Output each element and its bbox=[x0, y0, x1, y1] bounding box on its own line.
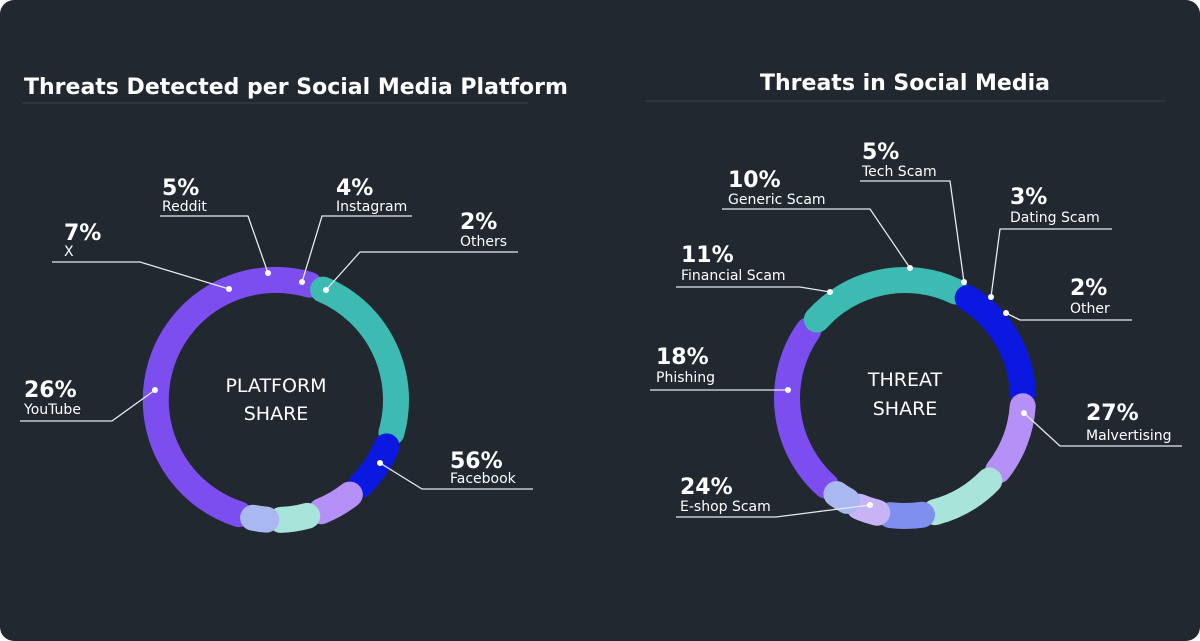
leader-tech-scam bbox=[860, 180, 965, 283]
category-label-eshop-scam: E-shop Scam bbox=[680, 499, 771, 515]
platform-chart: Threats Detected per Social Media Platfo… bbox=[20, 75, 568, 533]
leader-facebook bbox=[379, 462, 533, 490]
donut-segment-financial-scam bbox=[985, 393, 1036, 484]
leader-dot-reddit bbox=[265, 270, 271, 276]
category-label-other: Other bbox=[1070, 301, 1110, 317]
value-label-others: 2% bbox=[460, 210, 497, 235]
leader-dot-other bbox=[1003, 310, 1009, 316]
value-label-youtube: 26% bbox=[24, 378, 77, 403]
category-label-malvertising: Malvertising bbox=[1086, 428, 1172, 444]
threat-center-label-line2: SHARE bbox=[873, 398, 938, 420]
slice-label-reddit: 5% Reddit bbox=[160, 176, 271, 276]
donut-segment-generic-scam bbox=[922, 467, 1003, 526]
donut-segment-malvertising bbox=[774, 317, 840, 499]
leader-dot-financial-scam bbox=[827, 289, 833, 295]
value-label-other: 2% bbox=[1070, 276, 1107, 301]
leader-others bbox=[325, 251, 518, 291]
donut-segment-other bbox=[823, 481, 861, 514]
slice-label-malvertising: 27% Malvertising bbox=[1021, 401, 1182, 447]
leader-youtube bbox=[20, 389, 156, 422]
slice-label-others: 2% Others bbox=[323, 210, 518, 293]
donut-segment-reddit bbox=[308, 481, 363, 525]
slice-label-generic-scam: 10% Generic Scam bbox=[722, 168, 913, 271]
donut-segment-e-shop-scam bbox=[803, 267, 969, 333]
slice-label-tech-scam: 5% Tech Scam bbox=[860, 140, 967, 285]
leader-dot-generic-scam bbox=[907, 265, 913, 271]
value-label-eshop-scam: 24% bbox=[680, 475, 733, 500]
platform-chart-title: Threats Detected per Social Media Platfo… bbox=[24, 75, 568, 100]
category-label-financial-scam: Financial Scam bbox=[681, 268, 786, 284]
donut-segment-tech-scam bbox=[877, 501, 936, 529]
value-label-tech-scam: 5% bbox=[862, 140, 899, 165]
value-label-financial-scam: 11% bbox=[681, 243, 734, 268]
leader-dot-dating-scam bbox=[988, 294, 994, 300]
slice-label-youtube: 26% YouTube bbox=[20, 378, 158, 422]
category-label-dating-scam: Dating Scam bbox=[1010, 210, 1100, 226]
leader-reddit bbox=[160, 215, 269, 274]
slice-label-x: 7% X bbox=[52, 221, 232, 292]
leader-dot-phishing bbox=[785, 387, 791, 393]
donut-segment-others bbox=[240, 504, 280, 533]
value-label-x: 7% bbox=[64, 221, 101, 246]
category-label-youtube: YouTube bbox=[23, 402, 81, 418]
donut-segment-instagram bbox=[267, 502, 321, 533]
donut-segment-x bbox=[347, 433, 400, 498]
slice-label-dating-scam: 3% Dating Scam bbox=[988, 185, 1112, 300]
leader-x bbox=[52, 261, 230, 290]
value-label-generic-scam: 10% bbox=[728, 168, 781, 193]
slice-label-other: 2% Other bbox=[1003, 276, 1132, 321]
donut-segment-youtube bbox=[310, 276, 409, 446]
platform-ring bbox=[142, 266, 409, 533]
platform-center-label-line1: PLATFORM bbox=[225, 375, 326, 397]
donut-segment-dating-scam bbox=[846, 493, 891, 526]
leader-dot-x bbox=[226, 286, 232, 292]
slice-label-phishing: 18% Phishing bbox=[650, 345, 791, 393]
leader-dot-eshop-scam bbox=[867, 502, 873, 508]
leader-instagram bbox=[301, 215, 412, 283]
slice-label-eshop-scam: 24% E-shop Scam bbox=[676, 475, 873, 518]
leader-dot-others bbox=[323, 287, 329, 293]
category-label-tech-scam: Tech Scam bbox=[861, 164, 937, 180]
threat-center-label-line1: THREAT bbox=[867, 369, 943, 391]
leader-dot-tech-scam bbox=[961, 279, 967, 285]
leader-dating-scam bbox=[990, 228, 1112, 298]
value-label-facebook: 56% bbox=[450, 449, 503, 474]
category-label-facebook: Facebook bbox=[450, 471, 517, 487]
slice-label-financial-scam: 11% Financial Scam bbox=[676, 243, 833, 295]
leader-dot-facebook bbox=[377, 460, 383, 466]
category-label-reddit: Reddit bbox=[162, 199, 207, 215]
slice-label-facebook: 56% Facebook bbox=[377, 449, 533, 490]
platform-center-label-line2: SHARE bbox=[244, 403, 309, 425]
leader-dot-youtube bbox=[152, 387, 158, 393]
leader-eshop-scam bbox=[676, 504, 871, 518]
threat-chart: Threats in Social Media THREAT SHARE 27%… bbox=[645, 71, 1182, 529]
value-label-instagram: 4% bbox=[336, 176, 373, 201]
category-label-instagram: Instagram bbox=[336, 199, 407, 215]
value-label-phishing: 18% bbox=[656, 345, 709, 370]
category-label-generic-scam: Generic Scam bbox=[728, 192, 826, 208]
donut-segment-facebook bbox=[142, 266, 323, 528]
slice-label-instagram: 4% Instagram bbox=[299, 176, 412, 285]
leader-dot-malvertising bbox=[1021, 410, 1027, 416]
category-label-phishing: Phishing bbox=[656, 370, 715, 386]
leader-malvertising bbox=[1023, 412, 1182, 447]
leader-financial-scam bbox=[676, 286, 831, 293]
leader-other bbox=[1005, 312, 1132, 321]
category-label-x: X bbox=[64, 244, 74, 260]
category-label-others: Others bbox=[460, 234, 507, 250]
value-label-reddit: 5% bbox=[162, 176, 199, 201]
threat-chart-title: Threats in Social Media bbox=[760, 71, 1050, 96]
value-label-dating-scam: 3% bbox=[1010, 185, 1047, 210]
leader-generic-scam bbox=[722, 208, 911, 269]
leader-dot-instagram bbox=[299, 279, 305, 285]
donut-segment-phishing bbox=[954, 285, 1036, 406]
value-label-malvertising: 27% bbox=[1086, 401, 1139, 426]
